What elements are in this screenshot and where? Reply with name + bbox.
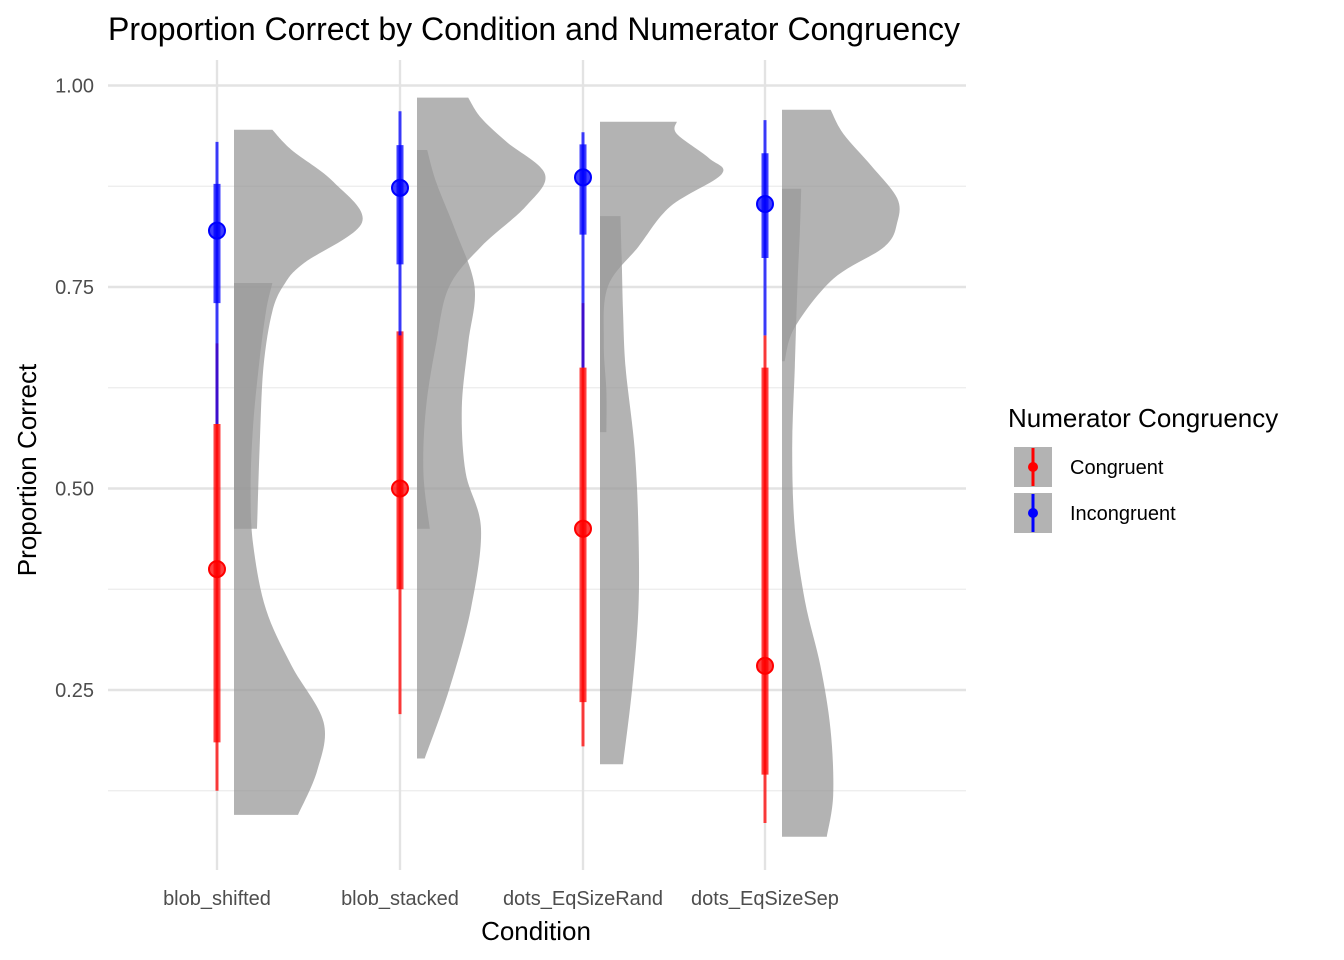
- y-tick-label: 0.25: [55, 680, 94, 702]
- density-dots_EqSizeSep-incongruent: [782, 109, 900, 362]
- x-tick-label: blob_stacked: [341, 888, 459, 910]
- density-dots_EqSizeRand-congruent: [600, 216, 640, 765]
- density-blob_shifted-congruent: [234, 283, 326, 815]
- x-tick-label: dots_EqSizeSep: [691, 888, 839, 910]
- density-blob_shifted-incongruent: [234, 129, 363, 529]
- median-point-incongruent-dots_EqSizeSep: [756, 194, 774, 213]
- y-axis-title: Proportion Correct: [12, 363, 42, 576]
- median-point-congruent-blob_shifted: [208, 560, 226, 579]
- median-point-congruent-dots_EqSizeRand: [574, 519, 592, 538]
- legend: Numerator Congruency Congruent Incongruen…: [1008, 403, 1278, 533]
- chart-title: Proportion Correct by Condition and Nume…: [108, 11, 960, 47]
- y-tick-label: 0.50: [55, 479, 94, 501]
- y-tick-label: 0.75: [55, 277, 94, 299]
- legend-label-congruent: Congruent: [1070, 457, 1164, 479]
- density-dots_EqSizeRand-incongruent: [600, 121, 724, 433]
- legend-title: Numerator Congruency: [1008, 403, 1278, 433]
- legend-key-point-congruent: [1028, 462, 1038, 472]
- legend-key-point-incongruent: [1028, 508, 1038, 518]
- density-dots_EqSizeSep-congruent: [782, 188, 834, 837]
- axis-layer: 0.25 0.50 0.75 1.00 blob_shifted blob_stacked…: [55, 76, 839, 911]
- median-point-congruent-dots_EqSizeSep: [756, 656, 774, 675]
- density-blob_stacked-incongruent: [417, 97, 546, 529]
- x-axis-title: Condition: [481, 916, 591, 946]
- median-point-incongruent-blob_stacked: [391, 178, 409, 197]
- interval-layer: [208, 111, 774, 823]
- x-tick-label: blob_shifted: [163, 888, 271, 910]
- median-point-congruent-blob_stacked: [391, 479, 409, 498]
- density-blob_stacked-congruent: [417, 150, 482, 759]
- legend-label-incongruent: Incongruent: [1070, 503, 1176, 525]
- y-tick-label: 1.00: [55, 76, 94, 98]
- density-layer: [234, 97, 900, 837]
- median-point-incongruent-dots_EqSizeRand: [574, 168, 592, 187]
- x-tick-label: dots_EqSizeRand: [503, 888, 663, 910]
- median-point-incongruent-blob_shifted: [208, 221, 226, 240]
